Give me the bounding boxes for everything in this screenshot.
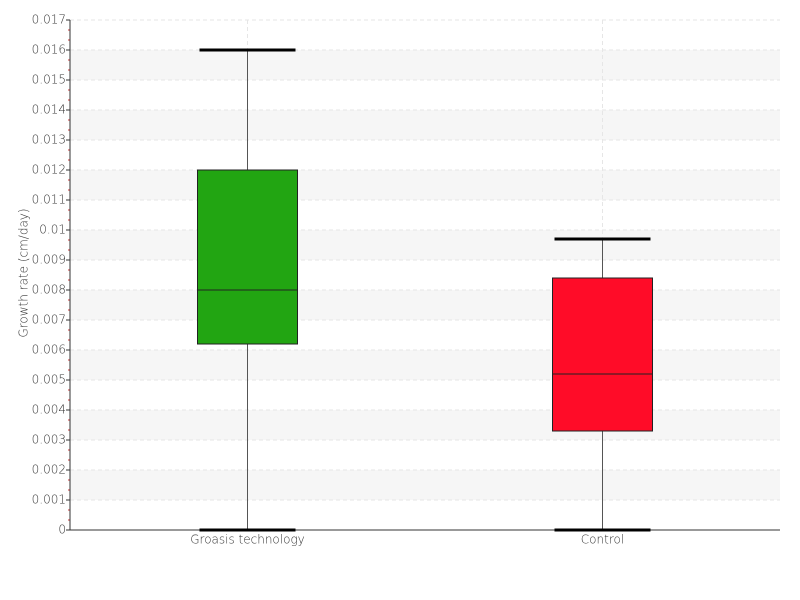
x-tick-label: Groasis technology <box>190 533 305 547</box>
y-tick-label: 0.01 <box>39 223 66 237</box>
y-tick-label: 0.013 <box>32 133 66 147</box>
y-tick-label: 0.009 <box>32 253 66 267</box>
x-tick-label: Control <box>581 533 624 547</box>
y-tick-label: 0.012 <box>32 163 66 177</box>
box <box>552 277 653 432</box>
grid-band <box>70 170 780 200</box>
grid-band <box>70 350 780 380</box>
y-tick-label: 0.004 <box>32 403 66 417</box>
y-tick-label: 0.008 <box>32 283 66 297</box>
grid-band <box>70 50 780 80</box>
y-tick-label: 0.015 <box>32 73 66 87</box>
y-tick-label: 0.003 <box>32 433 66 447</box>
grid-band <box>70 290 780 320</box>
grid-band <box>70 470 780 500</box>
box <box>197 169 298 345</box>
y-tick-label: 0.006 <box>32 343 66 357</box>
y-tick-label: 0.014 <box>32 103 66 117</box>
y-tick-label: 0.005 <box>32 373 66 387</box>
grid-band <box>70 410 780 440</box>
y-tick-label: 0.001 <box>32 493 66 507</box>
y-tick-label: 0.017 <box>32 13 66 27</box>
y-tick-label: 0.007 <box>32 313 66 327</box>
grid-band <box>70 110 780 140</box>
y-axis-label: Growth rate (cm/day) <box>17 208 31 337</box>
y-tick-label: 0 <box>58 523 66 537</box>
y-tick-label: 0.002 <box>32 463 66 477</box>
grid-band <box>70 230 780 260</box>
y-tick-label: 0.011 <box>32 193 66 207</box>
y-tick-label: 0.016 <box>32 43 66 57</box>
